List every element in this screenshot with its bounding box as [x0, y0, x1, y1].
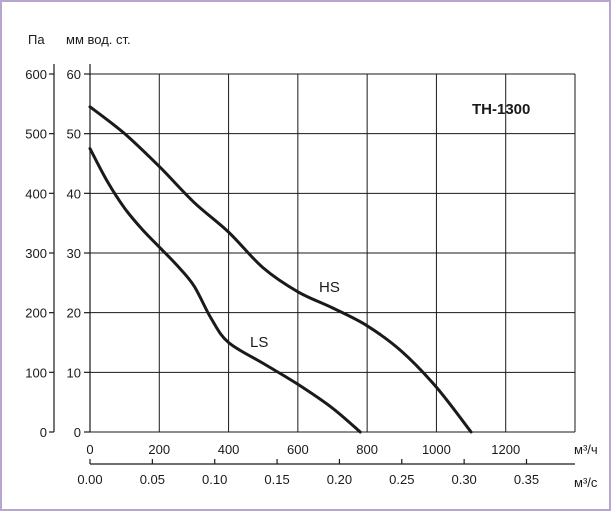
x-tick-label-m3h: 800: [356, 442, 378, 457]
x-tick-label-m3h: 600: [287, 442, 309, 457]
y-tick-label-pa: 500: [25, 127, 47, 142]
y-tick-label-mm: 50: [67, 127, 81, 142]
y-tick-label-pa: 600: [25, 67, 47, 82]
axes: [49, 64, 575, 465]
x-tick-label-m3h: 200: [148, 442, 170, 457]
y-tick-label-pa: 100: [25, 365, 47, 380]
series-label-ls: LS: [250, 334, 268, 351]
y-unit-mm-label: мм вод. ст.: [66, 32, 131, 47]
curves: [88, 105, 473, 434]
y-tick-label-mm: 0: [74, 425, 81, 440]
y-tick-label-mm: 10: [67, 365, 81, 380]
series-curve-hs: [88, 105, 473, 434]
x-tick-label-m3s: 0.10: [202, 472, 227, 487]
x-tick-label-m3s: 0.35: [514, 472, 539, 487]
x-tick-label-m3s: 0.00: [77, 472, 102, 487]
x-tick-label-m3s: 0.05: [140, 472, 165, 487]
y-tick-label-pa: 300: [25, 246, 47, 261]
x-tick-label-m3s: 0.15: [264, 472, 289, 487]
y-tick-label-pa: 400: [25, 186, 47, 201]
y-tick-label-mm: 20: [67, 306, 81, 321]
y-tick-label-pa: 200: [25, 306, 47, 321]
y-tick-label-mm: 30: [67, 246, 81, 261]
series-curve-ls: [88, 147, 362, 434]
x-unit-m3s-label: м³/с: [574, 475, 598, 490]
y-unit-pa-label: Па: [28, 32, 45, 47]
grid: [89, 73, 576, 433]
x-tick-label-m3h: 1200: [491, 442, 520, 457]
x-tick-label-m3h: 400: [218, 442, 240, 457]
x-tick-label-m3s: 0.25: [389, 472, 414, 487]
y-tick-label-pa: 0: [40, 425, 47, 440]
y-tick-label-mm: 40: [67, 186, 81, 201]
series-label-hs: HS: [319, 279, 340, 296]
x-unit-m3h-label: м³/ч: [574, 442, 598, 457]
x-tick-label-m3h: 1000: [422, 442, 451, 457]
x-tick-label-m3s: 0.20: [327, 472, 352, 487]
y-tick-label-mm: 60: [67, 67, 81, 82]
x-tick-label-m3h: 0: [86, 442, 93, 457]
model-label: TH-1300: [472, 101, 530, 118]
x-tick-label-m3s: 0.30: [451, 472, 476, 487]
